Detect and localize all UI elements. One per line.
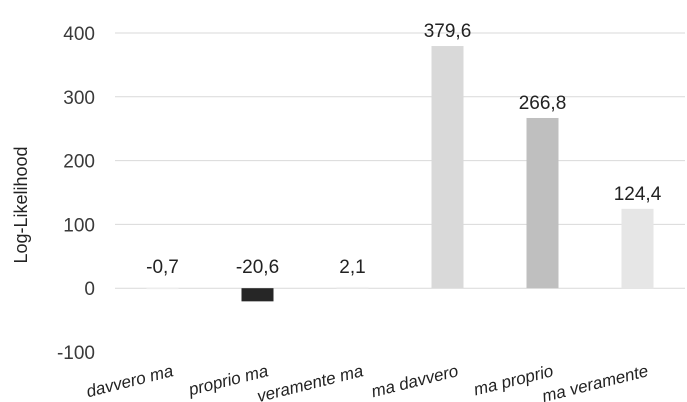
bar — [431, 46, 464, 289]
category-label: ma veramente — [540, 361, 650, 402]
bar — [526, 117, 559, 289]
y-tick-label: 100 — [63, 215, 95, 236]
y-tick-label: -100 — [57, 343, 95, 364]
category-label: ma davvero — [369, 361, 460, 401]
data-labels: -0,7 -20,6 2,1 379,6 266,8 124,4 — [146, 21, 662, 278]
data-label: -0,7 — [146, 257, 179, 278]
category-label: veramente ma — [255, 361, 365, 402]
data-label: 124,4 — [614, 184, 662, 205]
bars — [146, 46, 654, 302]
data-label: -20,6 — [236, 257, 279, 278]
data-label: 266,8 — [519, 93, 567, 114]
bar — [241, 288, 274, 302]
category-label: davvero ma — [84, 361, 175, 401]
y-tick-label: 200 — [63, 152, 95, 173]
bar — [336, 286, 369, 289]
y-tick-label: 300 — [63, 88, 95, 109]
y-axis-title: Log-Likelihood — [11, 146, 31, 263]
bar — [621, 208, 654, 289]
bar — [146, 288, 179, 290]
y-tick-label: 0 — [84, 279, 95, 300]
gridlines — [115, 32, 685, 289]
y-tick-label: 400 — [63, 24, 95, 45]
y-axis-ticks: -100 0 100 200 300 400 — [57, 24, 95, 364]
data-label: 2,1 — [339, 257, 365, 278]
data-label: 379,6 — [424, 21, 472, 42]
